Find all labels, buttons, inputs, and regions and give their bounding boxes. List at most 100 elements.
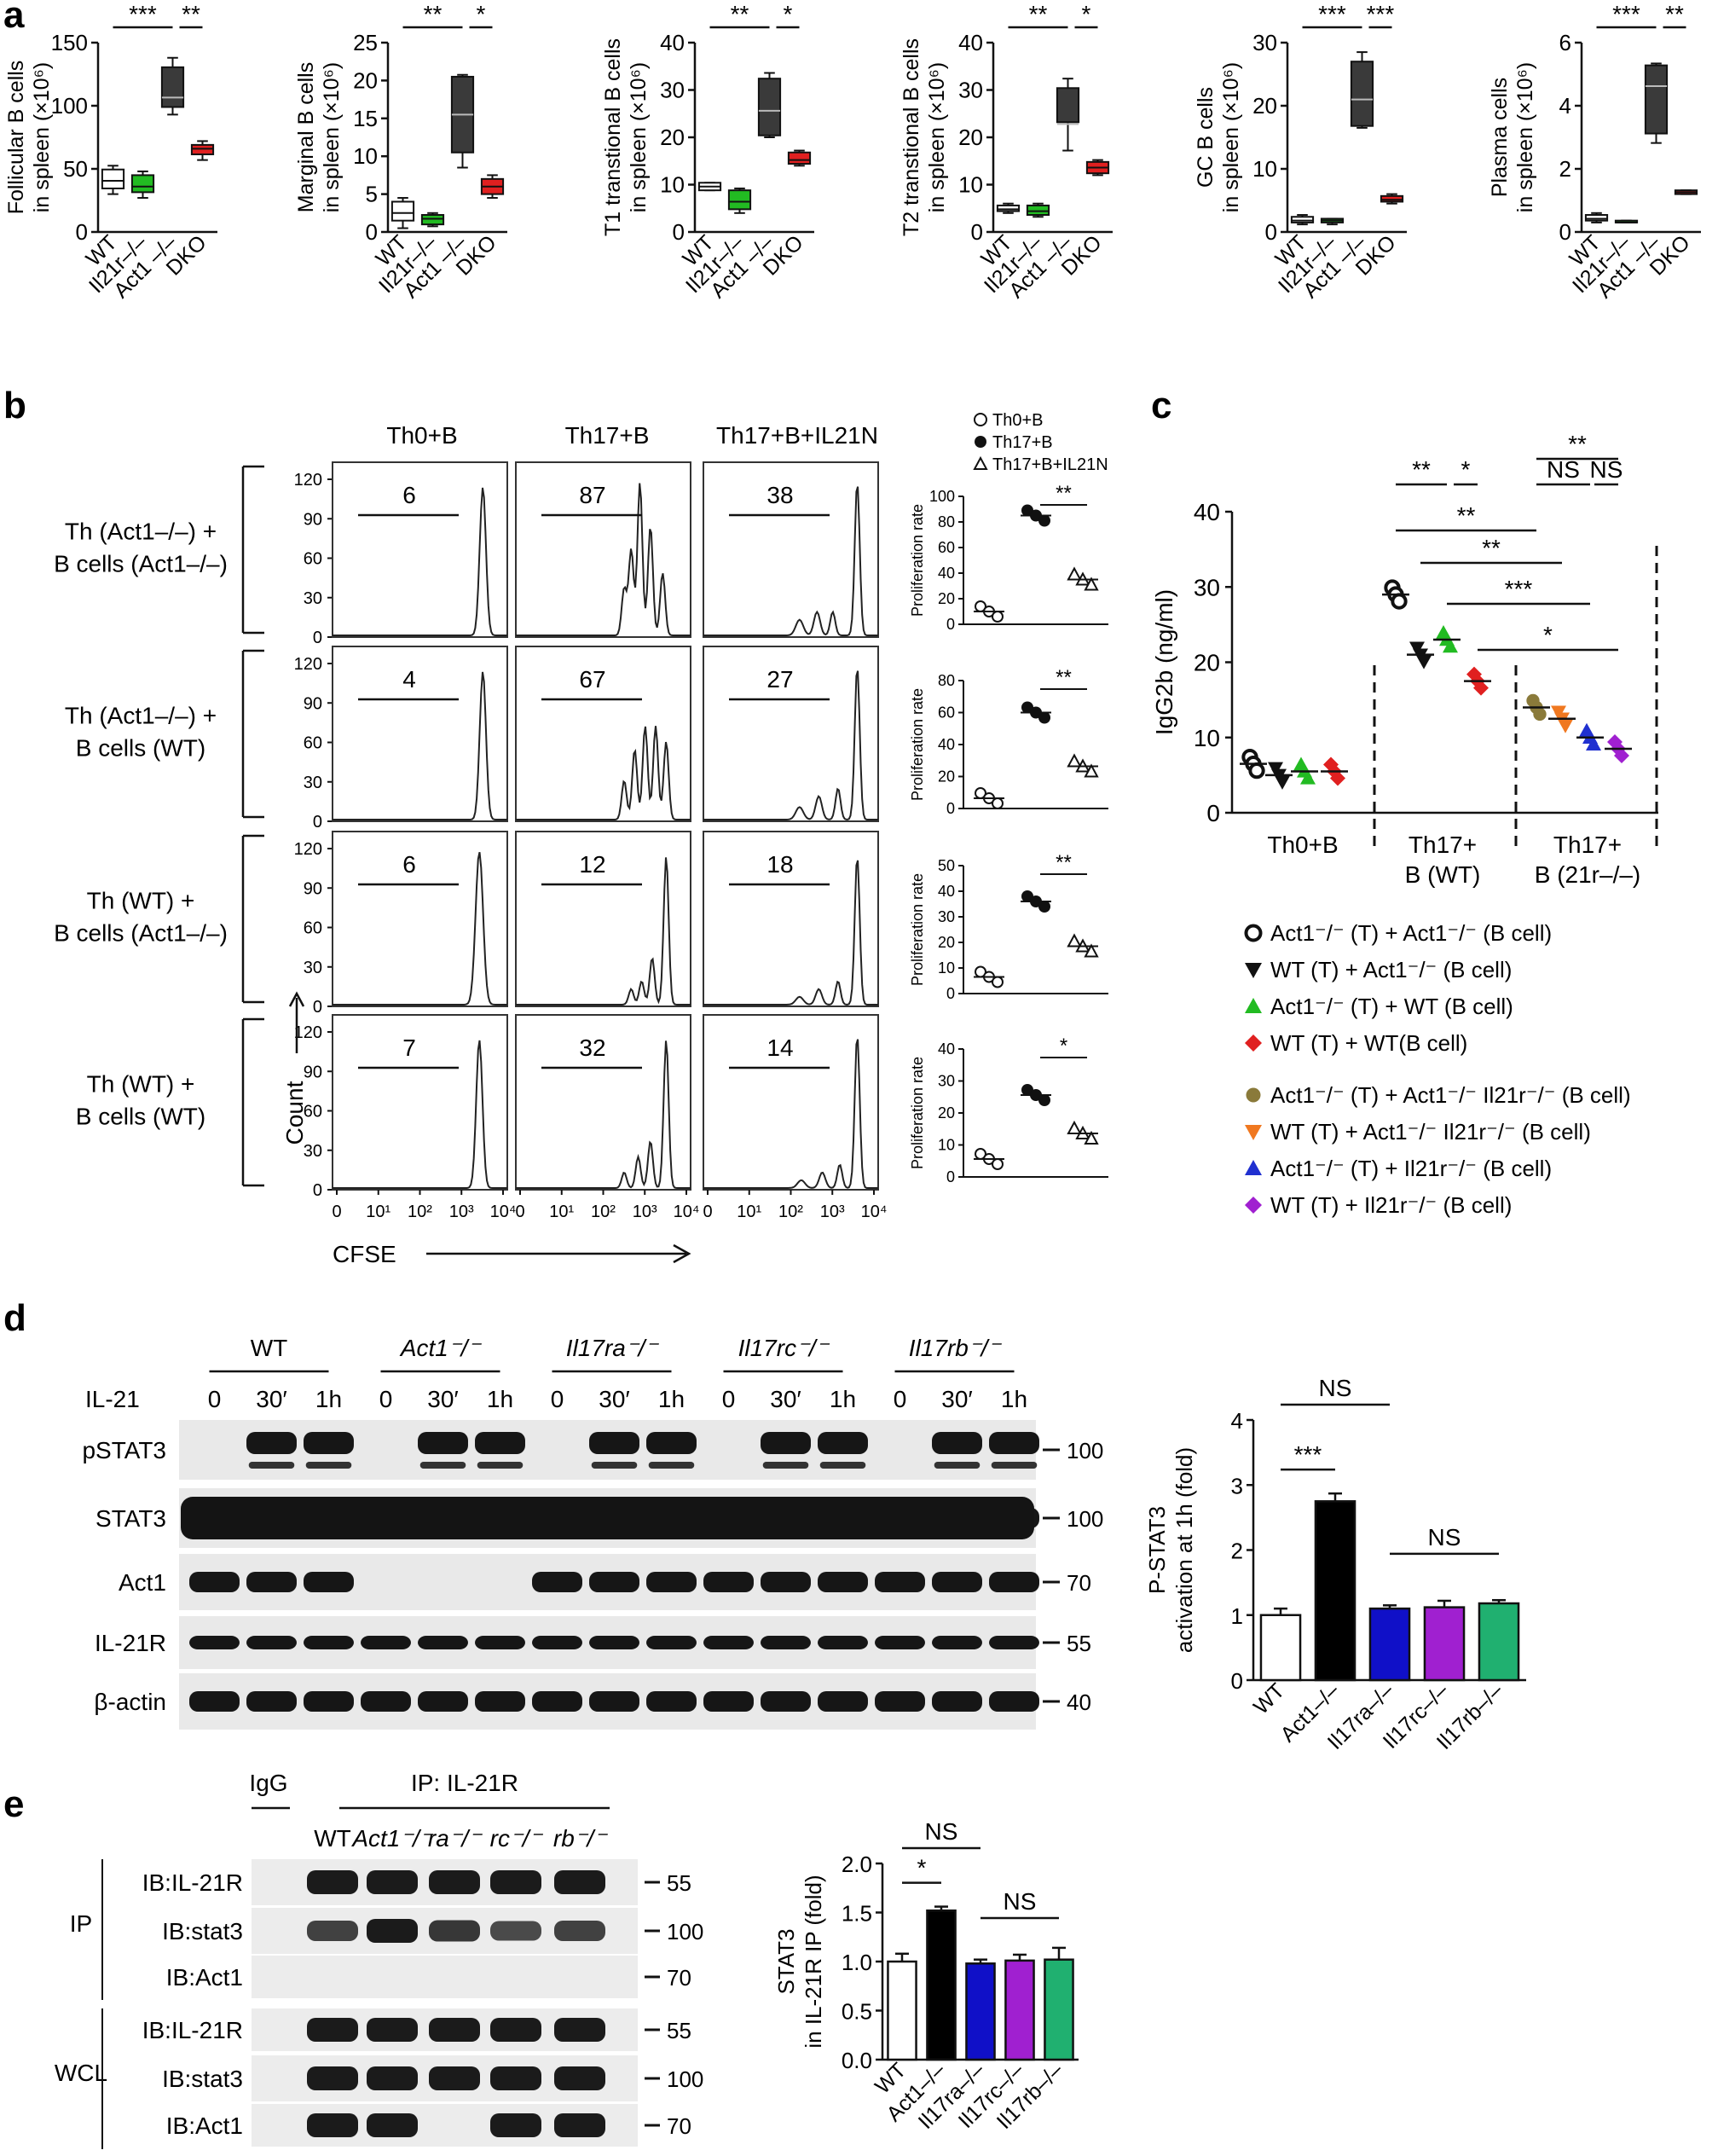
c-legend-label: Act1⁻/⁻ (T) + Il21r⁻/⁻ (B cell) bbox=[1270, 1156, 1552, 1181]
b-scatter-point-th17 bbox=[1038, 1094, 1050, 1106]
a-y-tick-label: 150 bbox=[51, 30, 88, 55]
d-chart-sig-label: *** bbox=[1294, 1441, 1322, 1468]
b-x-tick-label: 0 bbox=[703, 1203, 712, 1221]
a-box bbox=[1584, 214, 1609, 222]
b-scatter-y-tick-label: 20 bbox=[938, 934, 955, 951]
b-x-tick-label: 10¹ bbox=[549, 1203, 574, 1221]
c-y-label: IgG2b (ng/ml) bbox=[1151, 589, 1177, 735]
c-legend-label: Act1⁻/⁻ (T) + Act1⁻/⁻ Il21r⁻/⁻ (B cell) bbox=[1270, 1082, 1631, 1108]
a-box bbox=[130, 174, 155, 194]
e-blot-band bbox=[554, 2066, 605, 2090]
c-y-tick-label: 0 bbox=[1206, 800, 1220, 826]
b-y-tick-label: 120 bbox=[294, 655, 322, 674]
b-row-label-line2: B cells (Act1–/–) bbox=[54, 551, 228, 577]
d-blot-band bbox=[418, 1432, 468, 1454]
b-histogram-trace bbox=[516, 483, 691, 636]
b-scatter-point-il21n bbox=[1084, 1130, 1099, 1145]
d-blot-band-lower bbox=[819, 1462, 866, 1469]
b-scatter-y-tick-label: 40 bbox=[938, 565, 955, 582]
b-y-tick-label: 90 bbox=[304, 879, 322, 898]
d-chart-y-label-line1: P-STAT3 bbox=[1144, 1506, 1170, 1594]
c-group-label-line2: B (WT) bbox=[1405, 861, 1481, 888]
a-y-tick-label: 20 bbox=[1252, 93, 1277, 119]
b-scatter-y-tick-label: 30 bbox=[938, 1073, 955, 1090]
b-scatter-y-tick-label: 0 bbox=[946, 985, 955, 1002]
a-y-tick-label: 20 bbox=[353, 67, 378, 93]
e-blot-band bbox=[367, 1870, 418, 1894]
d-chart-x-label-group: WT bbox=[1249, 1678, 1289, 1718]
e-chart-bar bbox=[1004, 1959, 1035, 2061]
b-legend-marker-il21n bbox=[973, 455, 988, 470]
b-gate-percentage: 38 bbox=[766, 482, 793, 508]
a-y-tick-label: 0 bbox=[366, 219, 378, 245]
b-col-title-3: Th17+B+IL21N bbox=[716, 422, 878, 449]
b-gate-percentage: 6 bbox=[402, 851, 416, 878]
d-row-label: STAT3 bbox=[95, 1505, 166, 1532]
e-chart-sig-label: NS bbox=[1004, 1888, 1037, 1915]
b-x-tick-label: 10⁴ bbox=[861, 1203, 888, 1221]
a-y-label: GC B cells in spleen (×10⁶) bbox=[1194, 62, 1243, 212]
c-data-point bbox=[1248, 762, 1265, 780]
d-blot-band bbox=[818, 1572, 868, 1592]
b-row-label-line2: B cells (WT) bbox=[76, 1104, 205, 1130]
d-blot-band bbox=[646, 1636, 697, 1649]
d-chart-sig-label: NS bbox=[1428, 1524, 1461, 1550]
a-y-label: T1 transtional B cells in spleen (×10⁶) bbox=[601, 38, 651, 236]
e-blot-band bbox=[490, 2066, 541, 2090]
panel-letter-b: b bbox=[3, 385, 26, 426]
d-timepoint-label: 1h bbox=[658, 1386, 685, 1412]
d-blot-band-lower bbox=[648, 1462, 695, 1469]
b-scatter-y-label: Proliferation rate bbox=[909, 504, 926, 617]
b-histogram-trace bbox=[516, 857, 691, 1006]
b-legend-marker-th17 bbox=[975, 436, 986, 448]
d-blot-band bbox=[932, 1636, 982, 1649]
panel-letter-a: a bbox=[3, 0, 25, 36]
b-scatter-y-tick-label: 0 bbox=[946, 800, 955, 817]
b-y-tick-label: 30 bbox=[304, 774, 322, 792]
b-scatter-point-th0 bbox=[992, 797, 1004, 809]
d-timepoint-label: 30′ bbox=[599, 1386, 629, 1412]
c-legend-marker bbox=[1246, 1087, 1261, 1103]
e-ip-label: IP: IL-21R bbox=[411, 1770, 518, 1796]
b-y-tick-label: 90 bbox=[304, 510, 322, 529]
b-histogram-frame bbox=[332, 831, 508, 1007]
d-mw-label: 40 bbox=[1067, 1689, 1091, 1715]
d-genotype-label: WT bbox=[251, 1335, 288, 1361]
a-sig-label: ** bbox=[424, 1, 443, 27]
c-data-point bbox=[1275, 775, 1290, 790]
a-sig-label: *** bbox=[129, 1, 157, 27]
e-mw-label: 100 bbox=[667, 2066, 703, 2092]
b-histogram-trace bbox=[516, 1040, 691, 1189]
e-blot-band bbox=[307, 1921, 358, 1941]
b-scatter-y-tick-label: 30 bbox=[938, 908, 955, 925]
d-row-label: β-actin bbox=[94, 1689, 166, 1715]
a-sig-label: * bbox=[477, 1, 486, 27]
a-y-label-line1: T1 transtional B cells bbox=[601, 38, 625, 236]
d-blot-band bbox=[761, 1636, 811, 1649]
b-scatter-point-il21n bbox=[1067, 1120, 1082, 1134]
d-timepoint-label: 1h bbox=[1001, 1386, 1027, 1412]
b-scatter-y-label: Proliferation rate bbox=[909, 873, 926, 986]
a-sig-label: *** bbox=[1318, 1, 1346, 27]
d-blot-band-lower bbox=[305, 1462, 352, 1469]
e-mw-label: 70 bbox=[667, 2113, 691, 2139]
c-data-point bbox=[1300, 770, 1316, 785]
e-blot-band bbox=[307, 1870, 358, 1894]
b-scatter-y-tick-label: 10 bbox=[938, 959, 955, 977]
c-legend-marker bbox=[1245, 1125, 1262, 1140]
d-timepoint-label: 30′ bbox=[770, 1386, 801, 1412]
b-histogram-trace bbox=[333, 851, 507, 1006]
e-blot-band bbox=[490, 1870, 541, 1894]
b-row-label-line1: Th (Act1–/–) + bbox=[65, 703, 217, 729]
c-legend-label: WT (T) + Il21r⁻/⁻ (B cell) bbox=[1270, 1192, 1512, 1218]
panel-letter-c: c bbox=[1151, 385, 1171, 426]
e-blot-band bbox=[554, 1870, 605, 1894]
b-scatter-y-tick-label: 40 bbox=[938, 1040, 955, 1058]
b-histogram-trace bbox=[333, 671, 507, 820]
a-box bbox=[727, 189, 752, 211]
e-lane-label: Act1⁻/⁻ bbox=[350, 1825, 434, 1852]
a-sig-label: *** bbox=[1367, 1, 1395, 27]
c-sig-label: ** bbox=[1457, 502, 1476, 529]
a-y-tick-label: 10 bbox=[353, 143, 378, 169]
d-timepoint-label: 0 bbox=[379, 1386, 393, 1412]
